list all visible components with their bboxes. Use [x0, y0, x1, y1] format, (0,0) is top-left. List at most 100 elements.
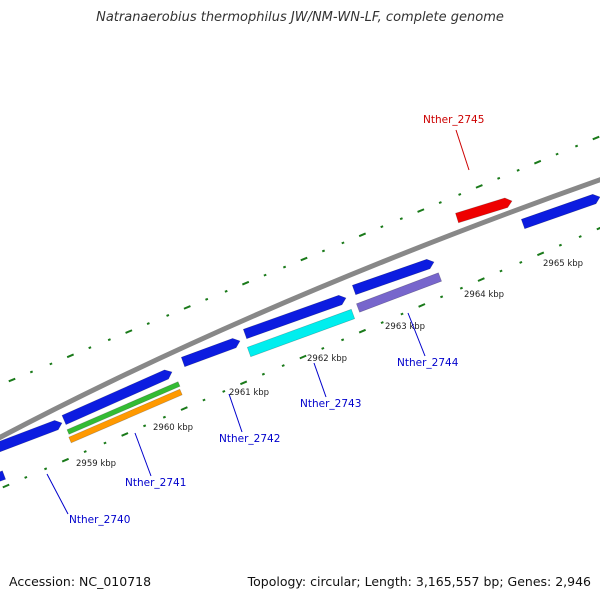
gene-arrow-nther-2745	[455, 197, 513, 224]
inner-tick-mark	[162, 415, 166, 419]
tick-label: 2960 kbp	[153, 423, 193, 433]
feature-bar-orange	[68, 388, 183, 444]
inner-tick-mark	[459, 286, 463, 290]
outer-tick-mark	[475, 184, 483, 189]
outer-tick-mark	[358, 232, 367, 238]
inner-tick-mark	[2, 483, 10, 489]
inner-tick-mark	[299, 354, 307, 360]
outer-tick-mark	[146, 322, 150, 325]
inner-tick-mark	[440, 295, 444, 299]
inner-tick-mark	[281, 364, 285, 368]
outer-tick-mark	[166, 314, 170, 317]
inner-tick-mark	[578, 235, 582, 239]
outer-tick-mark	[592, 135, 600, 141]
outer-tick-mark	[8, 377, 16, 383]
outer-tick-mark	[224, 289, 228, 293]
gene-arrow-nther-2744	[351, 258, 435, 296]
inner-tick-mark	[44, 467, 48, 471]
gene-labels: Nther_2740 Nther_2741 Nther_2742 Nther_2743…	[46, 114, 484, 526]
inner-tick-mark	[143, 424, 147, 428]
gene-arrow-left-edge	[0, 470, 6, 482]
outer-tick-mark	[205, 297, 209, 301]
inner-tick-mark	[121, 432, 129, 437]
outer-tick-mark	[341, 241, 345, 245]
outer-tick-mark	[574, 144, 579, 148]
inner-tick-mark	[596, 226, 600, 231]
gene-leader-nther-2744	[407, 312, 426, 357]
genome-backbone	[0, 177, 600, 441]
gene-label-nther-2740: Nther_2740	[69, 514, 130, 526]
outer-tick-mark	[533, 159, 542, 165]
tick-label: 2964 kbp	[464, 290, 504, 300]
outer-tick-mark	[516, 168, 520, 172]
inner-tick-mark	[380, 321, 384, 325]
tick-label: 2962 kbp	[307, 354, 347, 364]
inner-tick-mark	[261, 372, 265, 376]
inner-tick-mark	[239, 380, 248, 386]
outer-tick-ring	[8, 135, 600, 383]
inner-tick-mark	[536, 251, 545, 257]
outer-tick-mark	[183, 305, 191, 310]
outer-tick-mark	[399, 217, 403, 221]
gene-arrow-nther-2740	[0, 420, 63, 453]
outer-tick-mark	[300, 256, 308, 262]
gene-arrow-nther-2741	[61, 369, 173, 425]
inner-tick-mark	[321, 346, 325, 350]
gene-leader-nther-2742	[228, 393, 243, 433]
gene-label-nther-2742: Nther_2742	[219, 433, 280, 445]
gene-leader-nther-2741	[134, 432, 152, 477]
accession-text: Accession: NC_010718	[9, 574, 152, 589]
inner-tick-mark	[477, 277, 485, 282]
outer-tick-mark	[107, 338, 111, 342]
outer-tick-mark	[321, 249, 326, 253]
inner-tick-mark	[180, 406, 188, 411]
outer-tick-mark	[497, 176, 501, 180]
outer-tick-mark	[458, 193, 462, 196]
outer-tick-mark	[29, 370, 34, 374]
outer-tick-mark	[438, 201, 442, 204]
gene-label-nther-2744: Nther_2744	[397, 357, 459, 369]
inner-tick-mark	[558, 243, 562, 247]
gene-arrow-nther-2743	[242, 294, 347, 340]
inner-tick-mark	[400, 312, 404, 316]
gene-arrow-nther-2742	[180, 338, 241, 368]
feature-bar-cyan	[246, 308, 356, 358]
map-title: Natranaerobius thermophilus JW/NM-WN-LF,…	[96, 10, 504, 25]
inner-tick-mark	[61, 457, 70, 463]
inner-tick-mark	[519, 260, 523, 264]
inner-tick-mark	[24, 475, 28, 479]
inner-tick-mark	[202, 398, 206, 402]
outer-tick-mark	[417, 208, 425, 213]
feature-bar-green	[66, 381, 181, 435]
inner-tick-ring	[2, 226, 600, 489]
inner-tick-mark	[341, 338, 345, 342]
feature-track	[0, 193, 600, 482]
inner-tick-mark	[222, 389, 226, 393]
tick-label: 2961 kbp	[229, 388, 269, 398]
outer-tick-mark	[66, 353, 75, 359]
outer-tick-mark	[282, 265, 287, 269]
inner-tick-mark	[103, 441, 107, 445]
gene-leader-nther-2745	[455, 129, 470, 171]
inner-tick-mark	[83, 450, 87, 454]
outer-tick-mark	[49, 362, 53, 366]
inner-tick-mark	[499, 269, 503, 273]
tick-label: 2963 kbp	[385, 322, 425, 332]
feature-bar-purple	[356, 272, 442, 313]
gene-leader-nther-2740	[46, 473, 69, 515]
genome-summary: Topology: circular; Length: 3,165,557 bp…	[247, 574, 591, 589]
outer-tick-mark	[125, 329, 133, 334]
inner-tick-mark	[418, 303, 426, 308]
gene-arrow-right-edge	[520, 193, 600, 230]
outer-tick-mark	[380, 225, 384, 229]
inner-tick-mark	[358, 328, 367, 334]
outer-tick-mark	[263, 273, 267, 277]
outer-tick-mark	[88, 346, 92, 350]
gene-label-nther-2741: Nther_2741	[125, 477, 186, 489]
tick-label: 2959 kbp	[76, 459, 116, 469]
gene-label-nther-2745: Nther_2745	[423, 114, 484, 126]
tick-labels: 2959 kbp 2960 kbp 2961 kbp 2962 kbp 2963 kbp…	[76, 259, 583, 469]
gene-leader-nther-2743	[313, 362, 327, 398]
outer-tick-mark	[241, 280, 250, 286]
